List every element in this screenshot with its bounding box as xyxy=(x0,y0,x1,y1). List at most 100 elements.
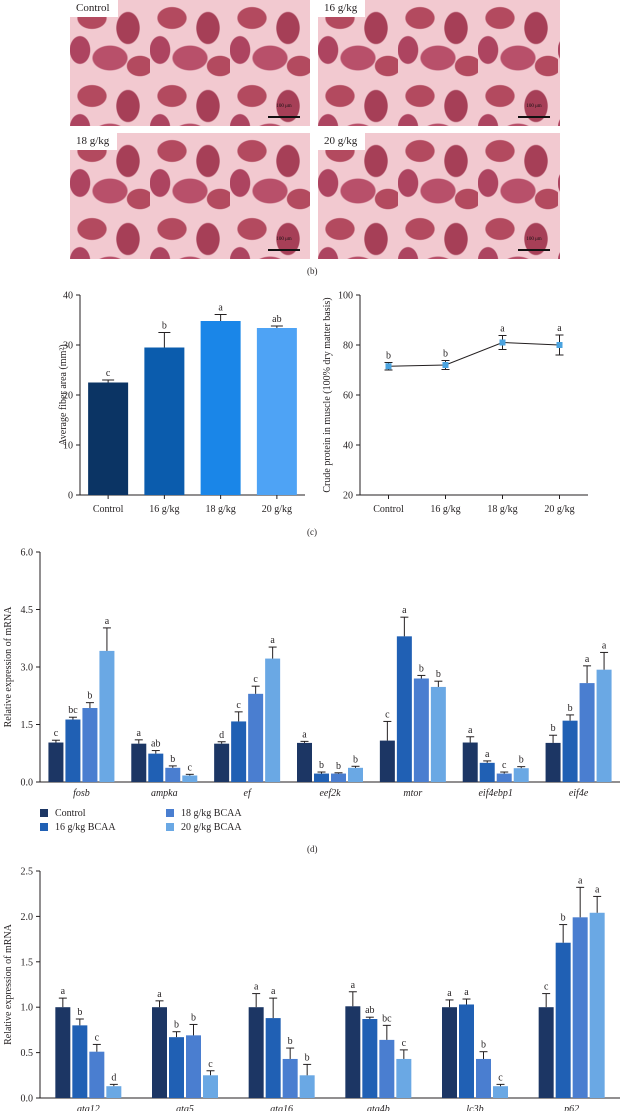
micrograph-control: Control 100 μm xyxy=(70,0,310,126)
x-tick-label: atg5 xyxy=(176,1104,194,1111)
bar xyxy=(131,743,147,782)
bar xyxy=(348,767,363,782)
panel-label-c: (c) xyxy=(307,527,317,537)
x-tick-label: 18 g/kg xyxy=(487,504,517,515)
y-tick-label: 40 xyxy=(63,291,73,302)
bar xyxy=(48,742,64,782)
significance-letter: b xyxy=(288,1036,293,1047)
y-tick-label: 60 xyxy=(343,391,353,402)
bar xyxy=(562,720,578,782)
y-tick-label: 2.5 xyxy=(21,867,34,878)
bar xyxy=(496,773,512,782)
legend-item-16: 16 g/kg BCAA xyxy=(40,822,116,833)
bar xyxy=(248,1007,264,1098)
significance-letter: b xyxy=(87,691,92,702)
significance-letter: b xyxy=(77,1007,82,1018)
significance-letter: b xyxy=(174,1020,179,1031)
bar xyxy=(579,683,595,782)
significance-letter: c xyxy=(208,1059,213,1070)
x-tick-label: eif4ebp1 xyxy=(478,788,512,799)
panel-label-b: (b) xyxy=(307,266,318,276)
bar xyxy=(182,775,198,782)
bar xyxy=(493,1086,508,1098)
significance-letter: a xyxy=(557,323,562,334)
micrograph-label: Control xyxy=(70,0,118,17)
significance-letter: b xyxy=(519,755,524,766)
x-tick-label: atg12 xyxy=(77,1104,100,1111)
bar xyxy=(459,1004,474,1098)
bar xyxy=(555,942,571,1098)
micrograph-label: 18 g/kg xyxy=(70,133,118,150)
bar xyxy=(442,1007,457,1098)
significance-letter: c xyxy=(54,728,59,739)
bar xyxy=(99,650,115,782)
scale-bar-text: 100 μm xyxy=(276,104,292,109)
y-tick-label: 0.0 xyxy=(21,1094,34,1105)
x-tick-label: ef xyxy=(244,788,252,799)
bar xyxy=(82,708,98,782)
x-tick-label: p62 xyxy=(563,1104,579,1111)
bar xyxy=(396,1058,412,1098)
significance-letter: a xyxy=(464,987,469,998)
bar xyxy=(248,693,264,782)
x-tick-label: eef2k xyxy=(319,788,341,799)
bar xyxy=(165,767,181,782)
x-tick-label: lc3b xyxy=(466,1104,483,1111)
micrograph-18gkg: 18 g/kg 100 μm xyxy=(70,133,310,259)
significance-letter: c xyxy=(498,1072,503,1083)
bar xyxy=(479,762,495,782)
significance-letter: a xyxy=(468,725,473,736)
significance-letter: bc xyxy=(382,1013,392,1024)
scale-bar-text: 100 μm xyxy=(276,237,292,242)
bar xyxy=(72,1025,88,1098)
legend-label: 20 g/kg BCAA xyxy=(181,822,242,833)
bar xyxy=(169,1037,184,1098)
y-tick-label: 0 xyxy=(68,491,73,502)
bar xyxy=(203,1075,218,1098)
legend-label: 18 g/kg BCAA xyxy=(181,808,242,819)
significance-letter: a xyxy=(500,324,505,335)
x-tick-label: fosb xyxy=(73,788,90,799)
significance-letter: a xyxy=(61,986,66,997)
x-tick-label: mtor xyxy=(403,788,422,799)
y-tick-label: 2.0 xyxy=(21,912,34,923)
x-tick-label: 16 g/kg xyxy=(430,504,460,515)
bar xyxy=(476,1058,491,1098)
significance-letter: b xyxy=(386,351,391,362)
bar xyxy=(265,658,281,782)
y-tick-label: 40 xyxy=(343,441,353,452)
data-point xyxy=(499,339,506,346)
bar xyxy=(89,1051,105,1098)
y-tick-label: 80 xyxy=(343,341,353,352)
y-tick-label: 10 xyxy=(63,441,73,452)
bar xyxy=(200,321,241,495)
x-tick-label: 18 g/kg xyxy=(205,504,235,515)
significance-letter: a xyxy=(402,605,407,616)
significance-letter: a xyxy=(602,640,607,651)
bar xyxy=(231,721,247,782)
bar xyxy=(589,912,605,1098)
micrograph-label: 16 g/kg xyxy=(318,0,366,17)
significance-letter: a xyxy=(271,986,276,997)
bar xyxy=(513,768,529,782)
y-tick-label: 20 xyxy=(343,491,353,502)
series-line xyxy=(388,341,560,367)
scale-bar-text: 100 μm xyxy=(526,104,542,109)
bar xyxy=(331,773,346,782)
significance-letter: a xyxy=(585,654,590,665)
bar xyxy=(214,743,230,782)
significance-letter: b xyxy=(319,760,324,771)
micrograph-16gkg: 16 g/kg 100 μm xyxy=(318,0,560,126)
significance-letter: c xyxy=(106,368,111,379)
legend-swatch xyxy=(166,809,174,817)
bar xyxy=(545,742,561,782)
x-tick-label: 16 g/kg xyxy=(149,504,179,515)
bar xyxy=(106,1086,122,1098)
scale-bar: 100 μm xyxy=(518,104,550,118)
data-point xyxy=(442,362,449,368)
legend-label: Control xyxy=(55,808,86,819)
micrograph-label: 20 g/kg xyxy=(318,133,366,150)
significance-letter: b xyxy=(353,754,358,765)
y-tick-label: 3.0 xyxy=(21,663,34,674)
